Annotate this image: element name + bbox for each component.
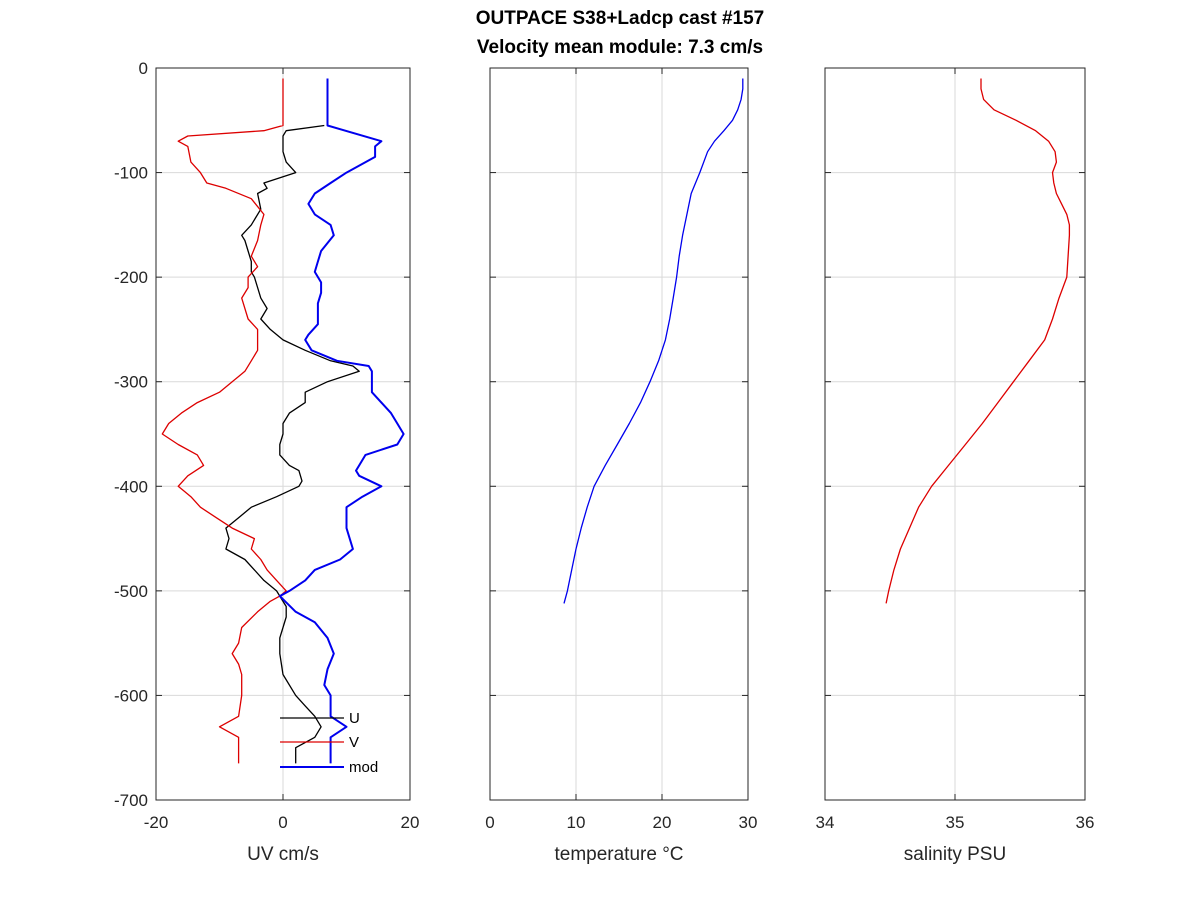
y-tick-label: -100 bbox=[114, 164, 148, 183]
axes-panel-3: 34 35 36 salinity PSU bbox=[816, 67, 1095, 865]
x-tick-label: 34 bbox=[816, 813, 835, 832]
x-tick-label: 0 bbox=[278, 813, 287, 832]
series-line-u bbox=[225, 124, 360, 764]
series-line-profile bbox=[885, 78, 1071, 604]
legend-label-v: V bbox=[349, 734, 359, 751]
y-tick-label: -600 bbox=[114, 686, 148, 705]
series-line-profile bbox=[563, 78, 744, 604]
series-line-mod bbox=[278, 78, 405, 764]
figure-title-line1: OUTPACE S38+Ladcp cast #157 bbox=[476, 8, 764, 29]
y-tick-label: -700 bbox=[114, 791, 148, 810]
y-tick-label: -400 bbox=[114, 477, 148, 496]
series-line-v bbox=[161, 78, 287, 764]
y-tick-label: -200 bbox=[114, 268, 148, 287]
x-axis-label: salinity PSU bbox=[904, 844, 1006, 865]
y-tick-label: 0 bbox=[139, 59, 148, 78]
x-axis-label: temperature °C bbox=[554, 844, 683, 865]
axes-panel-2: 0 10 20 30 temperature °C bbox=[485, 67, 758, 865]
y-tick-label: -500 bbox=[114, 582, 148, 601]
legend-label-u: U bbox=[349, 710, 360, 727]
x-tick-label: 20 bbox=[653, 813, 672, 832]
x-tick-label: 0 bbox=[485, 813, 494, 832]
axes-box bbox=[489, 67, 749, 801]
legend-label-mod: mod bbox=[349, 759, 378, 776]
figure-title-line2: Velocity mean module: 7.3 cm/s bbox=[477, 37, 763, 58]
x-tick-label: 10 bbox=[567, 813, 586, 832]
x-tick-label: 35 bbox=[946, 813, 965, 832]
grid-lines bbox=[490, 68, 748, 800]
y-tick-label: -300 bbox=[114, 373, 148, 392]
grid-lines bbox=[825, 68, 1085, 800]
x-axis-label: UV cm/s bbox=[247, 844, 319, 865]
x-tick-label: -20 bbox=[144, 813, 169, 832]
x-tick-label: 20 bbox=[401, 813, 420, 832]
series-group bbox=[885, 78, 1071, 604]
x-tick-label: 30 bbox=[739, 813, 758, 832]
series-group bbox=[563, 78, 744, 604]
series-group bbox=[161, 78, 405, 764]
x-tick-label: 36 bbox=[1076, 813, 1095, 832]
